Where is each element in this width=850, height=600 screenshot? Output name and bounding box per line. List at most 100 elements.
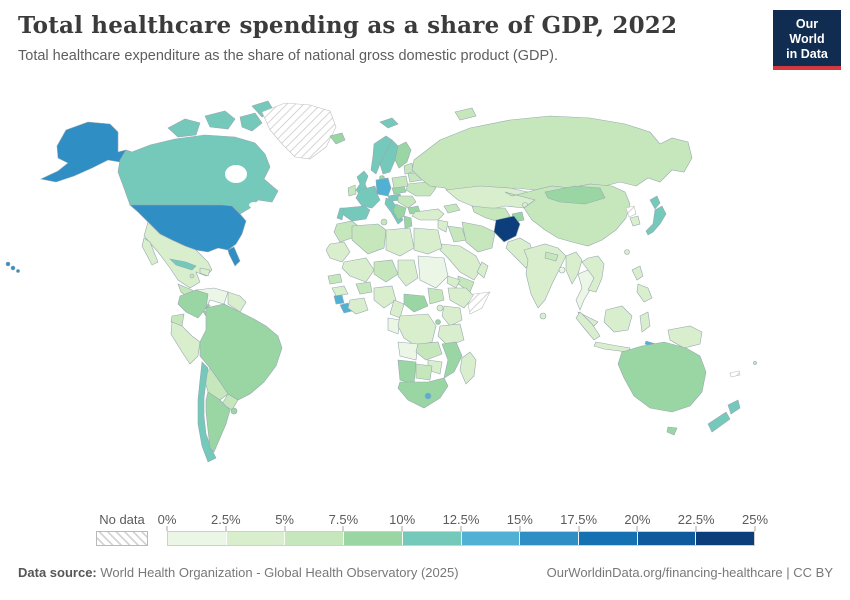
country-balkans[interactable] [393, 204, 406, 220]
legend-bin[interactable] [520, 532, 579, 545]
country-brazil[interactable] [200, 304, 282, 400]
country-uruguay[interactable] [231, 408, 237, 414]
country-egypt[interactable] [414, 228, 442, 254]
country-south-sudan[interactable] [428, 288, 444, 304]
country-finland[interactable] [395, 142, 411, 168]
country-mexico-baja[interactable] [142, 238, 158, 265]
country-taiwan[interactable] [625, 250, 630, 255]
country-usa-alaska[interactable] [41, 122, 126, 182]
country-mongolia[interactable] [545, 186, 605, 204]
country-canada-island-3[interactable] [240, 113, 262, 131]
country-chile[interactable] [198, 362, 216, 462]
country-mauritania[interactable] [326, 242, 350, 262]
country-colombia[interactable] [178, 290, 208, 318]
country-romania-hungary[interactable] [398, 196, 416, 208]
country-senegal[interactable] [328, 274, 342, 284]
country-bangladesh[interactable] [559, 267, 565, 273]
country-india[interactable] [524, 244, 566, 308]
country-vietnam-laos-cambodia[interactable] [582, 256, 604, 292]
country-rwanda-burundi[interactable] [436, 320, 441, 325]
country-cote-divoire-ghana[interactable] [348, 298, 368, 314]
country-angola[interactable] [398, 342, 418, 360]
country-guyanas[interactable] [228, 292, 246, 312]
country-south-africa[interactable] [398, 378, 448, 408]
country-argentina[interactable] [206, 392, 230, 452]
legend-bin[interactable] [461, 532, 521, 545]
country-madagascar[interactable] [460, 352, 476, 384]
country-new-zealand-south[interactable] [708, 412, 730, 432]
country-norway-svalbard[interactable] [380, 118, 398, 128]
country-jamaica[interactable] [190, 274, 194, 278]
country-chad[interactable] [398, 260, 418, 286]
country-niger[interactable] [374, 260, 398, 282]
country-north-korea[interactable] [626, 206, 636, 217]
country-fiji[interactable] [753, 361, 756, 364]
country-canada-island-2[interactable] [205, 111, 235, 129]
legend-bin[interactable] [168, 532, 227, 545]
country-australia-tasmania[interactable] [667, 427, 677, 435]
country-sri-lanka[interactable] [540, 313, 546, 319]
country-usa-florida[interactable] [228, 247, 240, 266]
country-levant[interactable] [438, 220, 448, 232]
country-libya[interactable] [386, 228, 414, 256]
legend-bin[interactable] [402, 532, 462, 545]
country-uganda[interactable] [437, 305, 443, 311]
country-indonesia-java[interactable] [594, 342, 630, 352]
country-greece[interactable] [404, 216, 412, 228]
country-lesotho[interactable] [425, 393, 431, 399]
country-japan-honshu[interactable] [646, 206, 666, 235]
legend-bin[interactable] [226, 532, 286, 545]
legend-bin[interactable] [578, 532, 638, 545]
country-canada-island-1[interactable] [168, 119, 200, 137]
country-drc[interactable] [398, 314, 436, 346]
country-south-korea[interactable] [630, 216, 640, 226]
country-nigeria[interactable] [374, 286, 396, 308]
country-philippines-luzon[interactable] [632, 266, 643, 280]
country-sweden[interactable] [380, 140, 398, 174]
legend-bin[interactable] [285, 532, 345, 545]
country-nepal[interactable] [545, 252, 558, 261]
legend-bin[interactable] [637, 532, 697, 545]
country-poland[interactable] [392, 176, 408, 188]
legend-no-data-swatch[interactable] [96, 531, 148, 546]
country-mali[interactable] [342, 258, 374, 282]
country-iran[interactable] [462, 222, 495, 252]
country-ireland[interactable] [348, 185, 356, 196]
country-central-african-republic[interactable] [404, 294, 428, 312]
country-sudan[interactable] [418, 256, 448, 288]
country-mexico[interactable] [144, 222, 212, 288]
country-gabon-congo[interactable] [388, 318, 400, 334]
country-greenland[interactable] [262, 103, 336, 159]
country-indonesia-sulawesi[interactable] [640, 312, 650, 332]
country-caucasus[interactable] [444, 204, 460, 213]
country-cuba[interactable] [170, 259, 196, 270]
country-botswana[interactable] [416, 364, 432, 380]
country-russia-novaya[interactable] [455, 108, 476, 120]
country-france[interactable] [356, 186, 380, 208]
country-indonesia-sumatra[interactable] [576, 312, 600, 340]
country-usa-hawaii-2[interactable] [11, 266, 15, 270]
country-somalia[interactable] [468, 292, 490, 314]
country-germany[interactable] [376, 178, 391, 196]
country-iceland[interactable] [330, 133, 345, 144]
country-algeria[interactable] [352, 224, 386, 254]
country-indonesia-borneo[interactable] [604, 306, 632, 332]
country-usa-hawaii-3[interactable] [16, 269, 19, 272]
country-kenya[interactable] [442, 306, 462, 326]
country-australia[interactable] [618, 342, 706, 412]
country-spain[interactable] [342, 206, 370, 221]
country-oman[interactable] [477, 262, 488, 278]
country-new-guinea[interactable] [668, 326, 702, 348]
legend-bin[interactable] [344, 532, 403, 545]
country-usa-hawaii-1[interactable] [6, 262, 10, 266]
country-new-caledonia[interactable] [730, 371, 740, 377]
country-portugal[interactable] [337, 208, 344, 220]
country-peru[interactable] [171, 322, 200, 364]
country-namibia[interactable] [398, 360, 416, 384]
country-kazakhstan[interactable] [446, 186, 535, 210]
country-philippines-mindanao[interactable] [637, 284, 652, 302]
country-japan-hokkaido[interactable] [650, 196, 660, 209]
country-new-zealand-north[interactable] [728, 400, 740, 414]
country-sierra-leone[interactable] [334, 295, 344, 304]
owid-logo[interactable]: Our World in Data [773, 10, 841, 71]
